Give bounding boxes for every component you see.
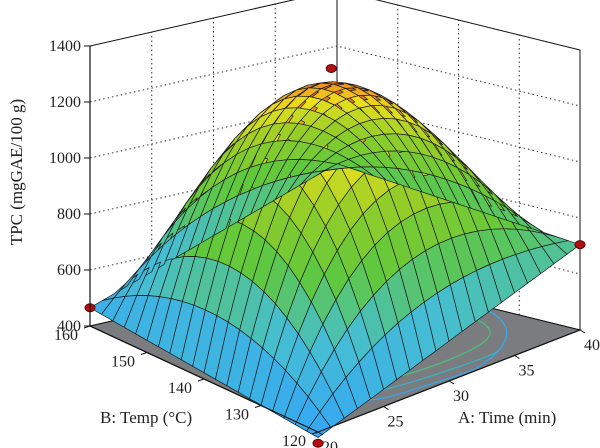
x-tick — [383, 406, 389, 410]
y-tick-label: 130 — [225, 407, 249, 424]
x-tick — [448, 380, 455, 385]
design-point — [325, 63, 337, 73]
x-tick — [579, 329, 586, 334]
y-tick-label: 160 — [54, 327, 78, 344]
y-tick — [197, 378, 205, 382]
design-point — [312, 438, 324, 448]
z-tick-label: 600 — [57, 262, 81, 279]
x-tick — [514, 355, 520, 359]
x-tick-label: 35 — [519, 363, 535, 380]
y-tick — [254, 405, 262, 408]
z-tick-label: 800 — [57, 206, 81, 223]
x-tick-label: 30 — [453, 388, 469, 405]
z-axis-label: TPC (mgGAE/100 g) — [7, 99, 26, 245]
y-tick-label: 120 — [282, 433, 306, 448]
y-axis-label: B: Temp (°C) — [100, 408, 192, 427]
z-tick-label: 1400 — [49, 38, 81, 55]
x-tick-label: 25 — [388, 414, 404, 431]
design-points — [84, 63, 586, 448]
y-tick-label: 150 — [111, 354, 135, 371]
z-tick-label: 1200 — [49, 94, 81, 111]
x-axis-label: A: Time (min) — [458, 408, 556, 427]
z-gridline — [89, 45, 581, 107]
y-tick — [140, 352, 148, 355]
design-point — [574, 240, 586, 250]
z-tick-label: 1000 — [49, 150, 81, 167]
response-surface — [89, 81, 581, 439]
y-tick-label: 140 — [168, 380, 192, 397]
x-tick-label: 20 — [322, 439, 338, 448]
x-tick-label: 40 — [584, 337, 600, 354]
y-tick — [311, 431, 319, 435]
x-tick — [317, 431, 324, 436]
z-tick-label: 400 — [57, 318, 81, 335]
